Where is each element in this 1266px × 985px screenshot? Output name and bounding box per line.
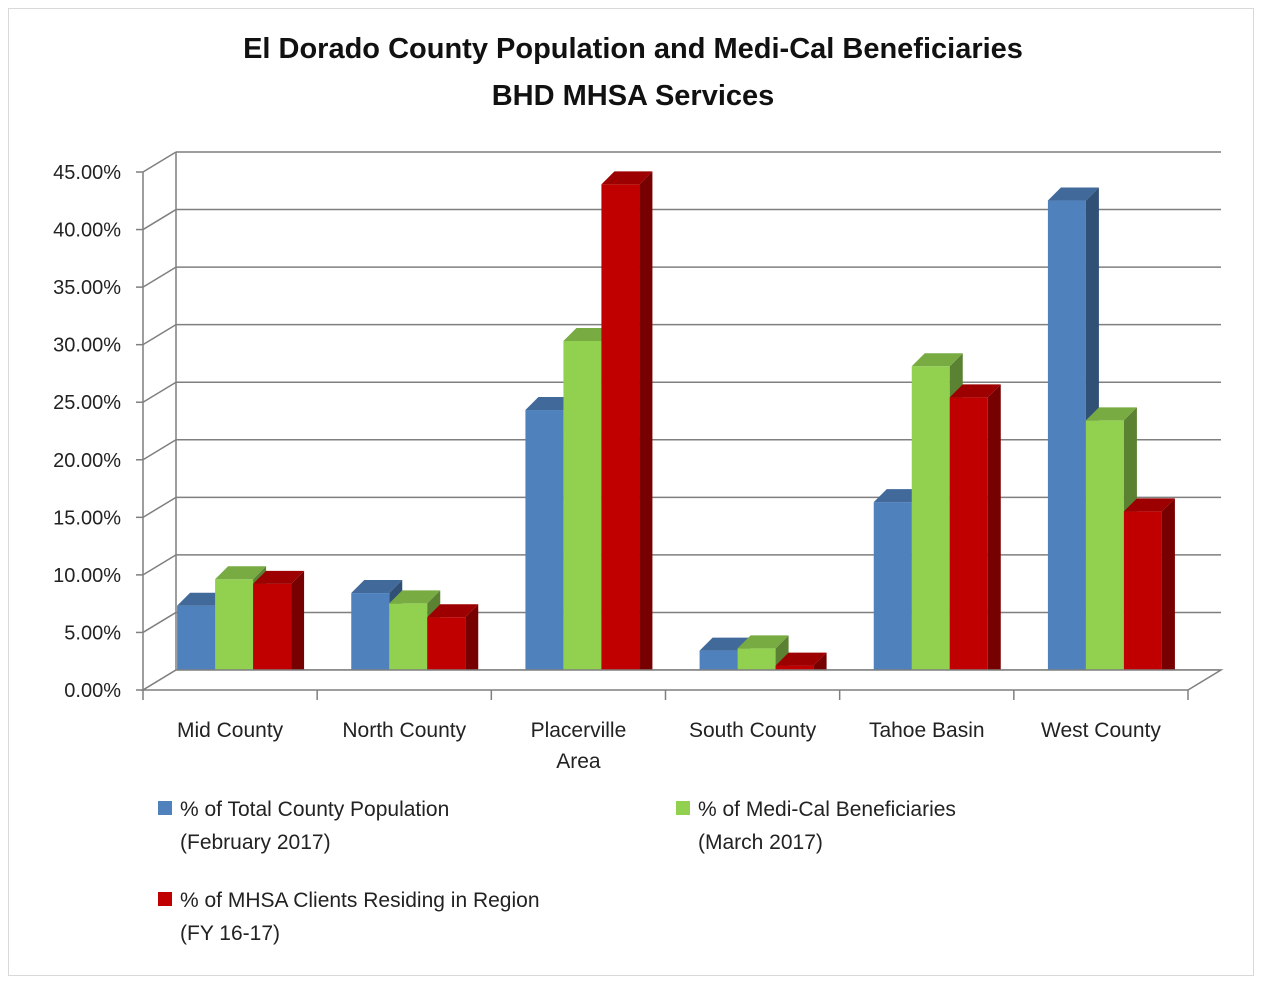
bar-side (639, 171, 653, 686)
y-tick-label: 0.00% (64, 680, 121, 702)
y-tick-label: 20.00% (53, 450, 121, 472)
bar-front (563, 340, 602, 686)
legend-label: (March 2017) (698, 831, 823, 854)
y-tick-label: 45.00% (53, 162, 121, 184)
x-axis (140, 669, 1224, 700)
bar (601, 171, 653, 686)
bar-top (1123, 498, 1175, 512)
bar (949, 384, 1001, 686)
bar-top (389, 590, 441, 604)
legend-swatch (158, 892, 172, 906)
chart-title: El Dorado County Population and Medi-Cal… (243, 33, 1023, 65)
x-category-label: Placerville (531, 719, 627, 742)
y-tick-label: 10.00% (53, 565, 121, 587)
gridline-side (142, 208, 177, 231)
bar-front (911, 366, 950, 686)
chart-subtitle: BHD MHSA Services (491, 80, 775, 112)
y-tick-label: 25.00% (53, 392, 121, 414)
x-category-label: South County (689, 719, 817, 742)
legend-label: % of Medi-Cal Beneficiaries (698, 798, 956, 821)
bar-top (253, 570, 305, 584)
y-tick-label: 30.00% (53, 335, 121, 357)
x-category-label: Area (556, 750, 601, 773)
x-category-label: West County (1041, 719, 1161, 742)
bar-top (351, 580, 403, 594)
bar-top (699, 637, 751, 651)
x-category-label: North County (342, 719, 466, 742)
bar-front (1085, 420, 1124, 686)
legend-swatch (676, 801, 690, 815)
bar-front (949, 397, 988, 686)
x-category-label: Tahoe Basin (869, 719, 985, 742)
bar-side (465, 604, 479, 686)
y-tick-label: 35.00% (53, 277, 121, 299)
gridline-side (142, 324, 177, 346)
gridline-side (142, 554, 177, 576)
bar-front (873, 502, 912, 686)
bar-top (215, 566, 267, 580)
y-tick-label: 40.00% (53, 220, 121, 242)
bar-front (253, 583, 292, 686)
bar-front (1047, 200, 1086, 687)
legend-label: (FY 16-17) (180, 922, 280, 945)
bar-top (1047, 187, 1099, 201)
x-category-label: Mid County (177, 719, 284, 742)
gridline-side (142, 266, 177, 288)
y-tick-label: 5.00% (64, 622, 121, 644)
bar-front (1123, 511, 1162, 686)
y-tick-label: 15.00% (53, 507, 121, 529)
bar-top (427, 604, 479, 618)
bar-top (1085, 407, 1137, 421)
gridline-side (142, 381, 177, 403)
legend-item: % of MHSA Clients Residing in Region (FY … (158, 889, 540, 945)
bar (253, 570, 305, 686)
bar-top (949, 384, 1001, 398)
bar-top (737, 635, 789, 649)
gridline-side (142, 151, 177, 173)
bar-front (215, 579, 254, 686)
legend-label: % of MHSA Clients Residing in Region (180, 889, 540, 912)
bar (1123, 498, 1175, 686)
bar-top (911, 353, 963, 367)
bars-layer (177, 171, 1175, 687)
gridline-side (142, 439, 177, 461)
x-axis-categories: Mid County North County Placerville Area Sou… (177, 719, 1161, 773)
bar-front (525, 410, 564, 686)
legend-swatch (158, 801, 172, 815)
bar-side (291, 570, 305, 686)
floor (140, 669, 1224, 691)
gridline-side (142, 496, 177, 518)
gridline-side (142, 611, 177, 634)
legend-item: % of Medi-Cal Beneficiaries (March 2017) (676, 798, 956, 854)
y-axis-ticks: 0.00% 5.00% 10.00% 15.00% 20.00% 25.00% 30.00%… (53, 162, 121, 702)
bar-side (1161, 498, 1175, 686)
legend-label: (February 2017) (180, 831, 331, 854)
bar-top (775, 652, 827, 666)
legend: % of Total County Population (February 20… (158, 798, 956, 945)
legend-item: % of Total County Population (February 20… (158, 798, 449, 854)
bar-side (987, 384, 1001, 686)
legend-label: % of Total County Population (180, 798, 449, 821)
bar-top (601, 171, 653, 185)
bar-front (601, 184, 640, 686)
